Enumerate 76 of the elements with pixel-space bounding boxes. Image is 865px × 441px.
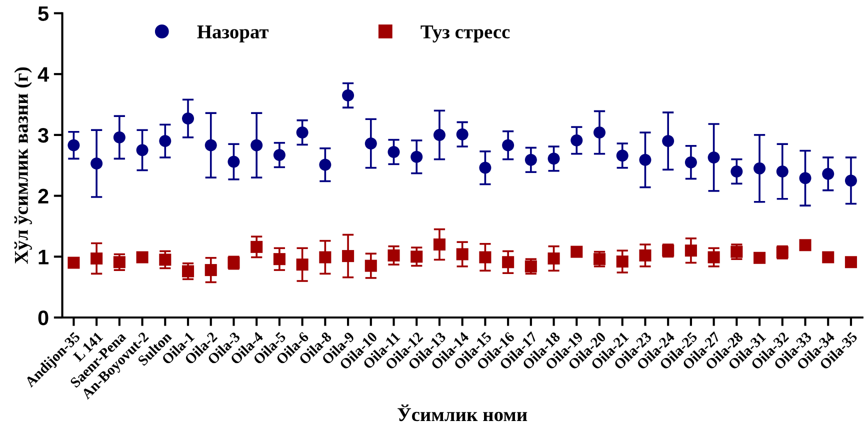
- point: [708, 251, 720, 264]
- point: [250, 240, 263, 253]
- point: [479, 251, 492, 264]
- point: [502, 139, 514, 152]
- point: [319, 158, 332, 171]
- point: [113, 256, 126, 268]
- point: [296, 126, 308, 139]
- point: [204, 264, 217, 276]
- y-tick-label: 4: [38, 67, 49, 82]
- legend-label: Назорат: [197, 26, 269, 42]
- point: [342, 250, 354, 262]
- point: [524, 154, 537, 166]
- point: [364, 137, 377, 150]
- point: [822, 168, 834, 180]
- point: [570, 246, 583, 258]
- point: [204, 139, 217, 152]
- point: [433, 128, 446, 141]
- point: [68, 256, 80, 269]
- point: [410, 150, 423, 163]
- point: [90, 158, 103, 170]
- point: [159, 135, 172, 148]
- point: [548, 152, 560, 165]
- point: [776, 165, 788, 178]
- point: [273, 149, 286, 162]
- point: [730, 165, 743, 178]
- point: [68, 139, 80, 152]
- legend-label: Туз стресс: [420, 26, 510, 42]
- point: [136, 144, 148, 156]
- x-axis-title: Ўсимлик номи: [398, 404, 528, 422]
- point: [684, 156, 697, 168]
- point: [708, 151, 720, 164]
- point: [799, 172, 812, 184]
- point: [90, 252, 103, 264]
- point: [616, 150, 628, 162]
- y-tick-label: 0: [38, 310, 48, 326]
- point: [570, 134, 583, 146]
- point: [159, 254, 172, 266]
- y-tick-label: 3: [38, 128, 48, 143]
- y-tick-label: 5: [38, 6, 49, 21]
- y-tick-label: 1: [38, 250, 49, 264]
- point: [754, 252, 766, 264]
- point: [182, 112, 194, 125]
- point: [662, 135, 674, 148]
- point: [296, 258, 308, 271]
- point: [342, 89, 354, 102]
- point: [524, 260, 537, 272]
- point: [410, 250, 423, 263]
- point: [548, 252, 560, 264]
- point: [616, 256, 628, 268]
- point: [273, 253, 286, 266]
- point: [319, 251, 332, 264]
- point: [433, 238, 446, 251]
- point: [182, 265, 194, 278]
- point: [364, 260, 377, 272]
- point: [639, 249, 652, 262]
- point: [388, 249, 400, 262]
- y-tick-label: 2: [38, 188, 48, 204]
- point: [799, 239, 812, 252]
- point: [593, 126, 606, 139]
- point: [844, 256, 857, 268]
- point: [136, 251, 148, 264]
- point: [113, 131, 126, 144]
- point: [250, 139, 263, 152]
- point: [502, 256, 514, 268]
- point: [479, 162, 492, 174]
- point: [456, 248, 468, 260]
- y-axis-title: Хўл ўсимлик вазни (г): [14, 67, 32, 264]
- point: [456, 128, 468, 140]
- point: [228, 156, 240, 168]
- point: [844, 174, 857, 187]
- point: [754, 162, 766, 174]
- point: [388, 146, 400, 158]
- point: [684, 244, 697, 257]
- point: [639, 154, 652, 166]
- point: [593, 253, 606, 266]
- point: [822, 251, 834, 264]
